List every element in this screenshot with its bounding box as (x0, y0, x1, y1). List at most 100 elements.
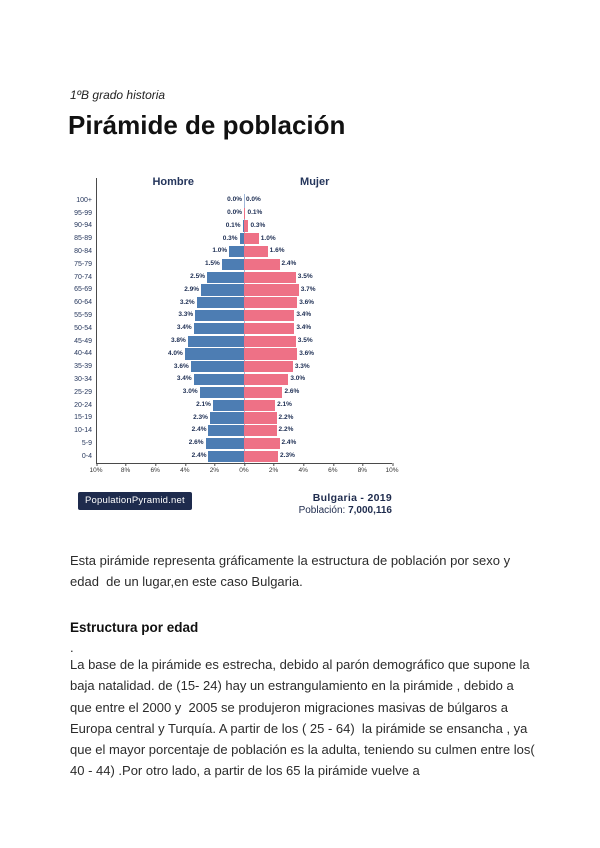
female-value-label: 2.6% (284, 388, 300, 396)
female-value-label: 0.3% (250, 221, 266, 229)
pyramid-row: 50-54 3.4% 3.4% (70, 322, 392, 335)
age-label: 25-29 (74, 388, 92, 396)
male-bar (229, 245, 244, 258)
female-bar (244, 386, 283, 398)
pyramid-row: 90-94 0.1% 0.3% (70, 220, 392, 233)
male-bar (187, 335, 244, 347)
age-label: 85-89 (74, 235, 92, 243)
female-value-label: 1.6% (269, 247, 285, 255)
x-axis: 10% 8% 6% 4% 2% 0% 2% 4% 6% 8% 10% (89, 462, 399, 480)
pyramid-row: 20-24 2.1% 2.1% (70, 399, 392, 412)
pyramid-row: 75-79 1.5% 2.4% (70, 258, 392, 271)
axis-tick-label: 2% (209, 462, 220, 474)
pyramid-row: 100+ 0.0% 0.0% (70, 194, 392, 207)
age-label: 90-94 (74, 222, 92, 230)
female-bar (244, 450, 279, 462)
age-label: 30-34 (74, 376, 92, 384)
male-bar (193, 322, 244, 335)
male-value-label: 3.2% (179, 298, 195, 306)
female-bar (244, 412, 277, 424)
axis-tick-label: 6% (328, 462, 338, 474)
population-caption: Población: 7,000,116 (299, 505, 392, 516)
female-value-label: 3.6% (299, 349, 315, 357)
source-badge: PopulationPyramid.net (78, 491, 192, 510)
male-bar (208, 450, 244, 462)
male-value-label: 2.5% (190, 272, 205, 280)
body-paragraph: La base de la pirámide es estrecha, debi… (70, 657, 539, 779)
male-column-header: Hombre (152, 176, 195, 188)
age-label: 75-79 (74, 260, 92, 268)
female-bar (244, 399, 276, 411)
male-value-label: 3.4% (176, 324, 192, 332)
age-label: 15-19 (74, 414, 92, 422)
age-label: 95-99 (74, 209, 92, 217)
pyramid-rows: 100+ 0.0% 0.0% 95-99 0.0% 0.1% 90-94 0.1% 0.3% 85… (70, 178, 392, 463)
female-value-label: 2.2% (278, 413, 294, 421)
axis-tick-label: 10% (89, 462, 103, 474)
male-value-label: 2.1% (196, 400, 211, 408)
male-bar (208, 425, 244, 437)
female-value-label: 2.4% (281, 260, 297, 268)
female-bar (244, 361, 293, 373)
male-value-label: 2.9% (184, 285, 200, 293)
page-title: Pirámide de población (68, 110, 346, 140)
population-label: Población: (298, 504, 346, 516)
female-bar (244, 309, 295, 322)
male-bar (239, 233, 244, 245)
male-value-label: 0.1% (225, 221, 241, 229)
female-value-label: 3.6% (299, 298, 315, 306)
chart-caption: Bulgaria - 2019 Población: 7,000,116 (299, 492, 392, 516)
male-value-label: 0.0% (227, 208, 242, 216)
female-bar (244, 207, 246, 219)
female-value-label: 1.0% (260, 234, 276, 242)
male-value-label: 3.3% (178, 311, 194, 319)
female-value-label: 2.1% (277, 400, 292, 408)
female-bar (244, 373, 289, 386)
pyramid-row: 45-49 3.8% 3.5% (70, 335, 392, 348)
pyramid-row: 25-29 3.0% 2.6% (70, 386, 392, 399)
male-value-label: 3.6% (173, 362, 189, 370)
male-bar (199, 386, 244, 398)
male-value-label: 2.4% (191, 452, 207, 460)
axis-tick-label: 2% (268, 462, 279, 474)
female-bar (244, 233, 259, 245)
age-label: 65-69 (74, 286, 92, 294)
female-value-label: 3.4% (296, 311, 312, 319)
course-label: 1ºB grado historia (70, 88, 166, 102)
pyramid-row: 80-84 1.0% 1.6% (70, 245, 392, 258)
female-value-label: 3.3% (294, 362, 310, 370)
axis-tick-label: 0% (239, 462, 249, 474)
female-value-label: 3.7% (300, 285, 316, 293)
age-label: 100+ (76, 196, 92, 204)
male-value-label: 3.0% (182, 388, 198, 396)
pyramid-row: 70-74 2.5% 3.5% (70, 271, 392, 284)
pyramid-row: 95-99 0.0% 0.1% (70, 207, 392, 220)
female-bar (244, 322, 295, 335)
male-value-label: 1.5% (204, 260, 220, 268)
axis-tick-label: 8% (120, 462, 131, 474)
female-bar (244, 271, 296, 283)
pyramid-row: 30-34 3.4% 3.0% (70, 373, 392, 386)
female-bar (244, 335, 296, 347)
male-bar (205, 437, 244, 450)
pyramid-row: 60-64 3.2% 3.6% (70, 296, 392, 309)
male-value-label: 3.4% (176, 375, 192, 383)
female-bar (244, 220, 249, 232)
axis-tick-label: 6% (150, 462, 160, 474)
male-value-label: 2.3% (193, 413, 208, 421)
female-column-header: Mujer (300, 176, 330, 188)
female-value-label: 3.5% (297, 272, 313, 280)
chart-title: Bulgaria - 2019 (312, 491, 392, 504)
age-label: 5-9 (81, 440, 92, 448)
male-bar (209, 412, 244, 424)
pyramid-row: 15-19 2.3% 2.2% (70, 412, 392, 425)
male-value-label: 0.0% (227, 196, 242, 204)
age-label: 80-84 (74, 248, 92, 256)
female-value-label: 3.0% (290, 375, 306, 383)
male-bar (193, 373, 244, 386)
chart-footer: PopulationPyramid.net Bulgaria - 2019 Po… (70, 491, 392, 516)
male-value-label: 2.4% (191, 426, 207, 434)
population-pyramid-chart: Hombre Mujer 100+ 0.0% 0.0% 95-99 0.0% 0.1% 90… (70, 176, 399, 516)
age-label: 45-49 (74, 337, 92, 345)
female-bar (244, 437, 280, 450)
